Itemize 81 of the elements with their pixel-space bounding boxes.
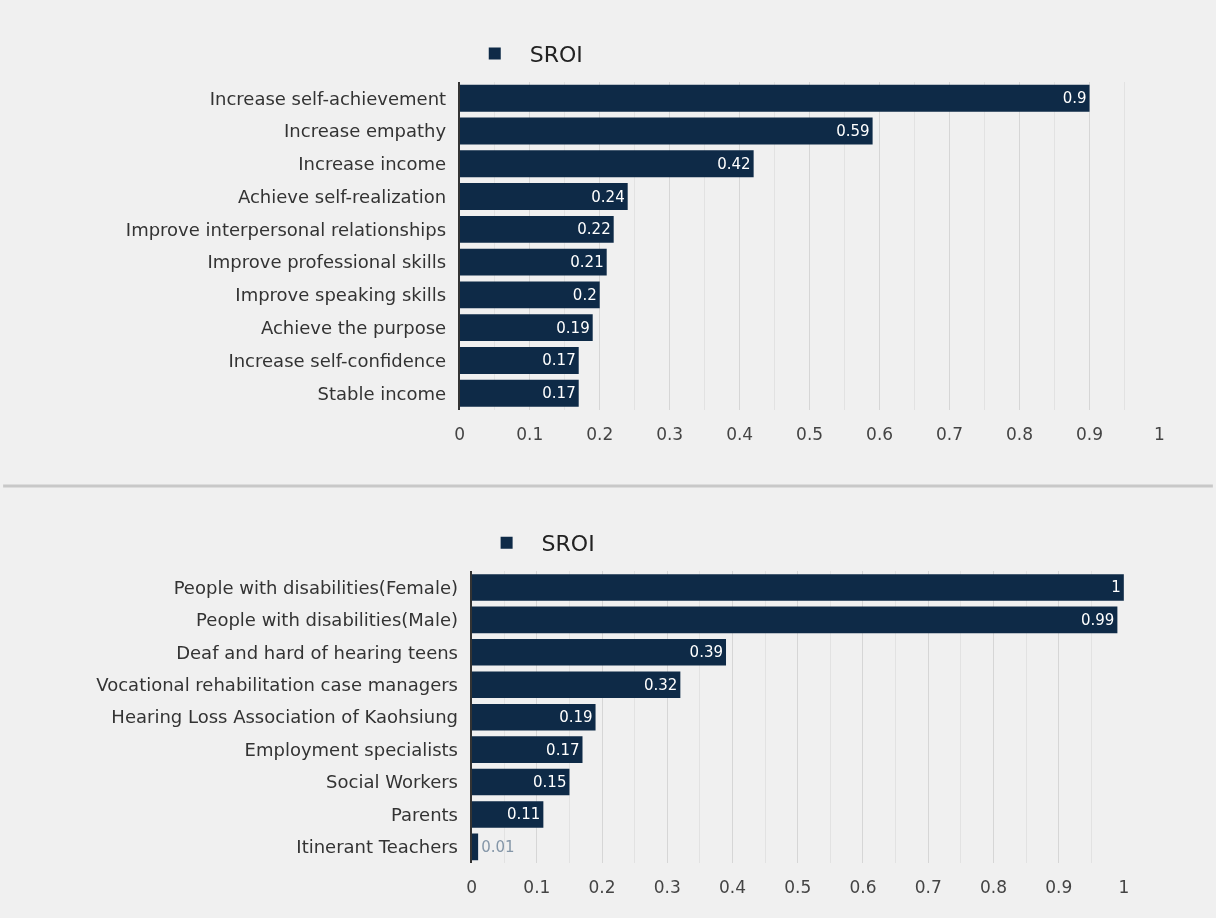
y-tick-label: Increase self-confidence bbox=[228, 349, 447, 371]
bar bbox=[471, 736, 583, 763]
x-tick-label: 0.2 bbox=[588, 877, 616, 898]
bar bbox=[459, 183, 628, 210]
data-label: 0.2 bbox=[572, 285, 597, 304]
data-label: 0.11 bbox=[506, 805, 541, 824]
legend-label: SROI bbox=[541, 531, 595, 557]
bar bbox=[471, 833, 479, 861]
y-tick-label: Employment specialists bbox=[244, 738, 459, 760]
x-tick-label: 0.4 bbox=[719, 877, 747, 898]
data-label: 0.22 bbox=[577, 220, 611, 239]
y-tick-label: Improve professional skills bbox=[207, 251, 447, 273]
y-tick-label: Deaf and hard of hearing teens bbox=[176, 641, 459, 663]
data-label: 0.17 bbox=[542, 351, 576, 370]
y-tick-label: Social Workers bbox=[326, 771, 459, 793]
x-tick-label: 0.7 bbox=[914, 877, 942, 898]
bar bbox=[471, 574, 1124, 601]
x-tick-label: 0 bbox=[454, 423, 466, 444]
y-tick-label: Itinerant Teachers bbox=[296, 836, 459, 858]
bar bbox=[459, 379, 579, 407]
data-label: 0.42 bbox=[717, 154, 751, 173]
x-tick-label: 0.1 bbox=[523, 877, 551, 898]
data-label: 0.15 bbox=[533, 773, 567, 792]
y-tick-label: People with disabilities(Male) bbox=[196, 609, 459, 631]
y-tick-label: Improve speaking skills bbox=[235, 284, 447, 306]
y-tick-label: Achieve the purpose bbox=[260, 316, 447, 338]
y-tick-label: Improve interpersonal relationships bbox=[125, 218, 447, 240]
data-label: 0.99 bbox=[1080, 610, 1115, 629]
y-tick-label: Increase self-achievement bbox=[209, 87, 447, 109]
data-label: 0.32 bbox=[643, 675, 678, 694]
x-tick-label: 0.3 bbox=[653, 877, 681, 898]
data-label: 0.24 bbox=[591, 187, 625, 206]
y-tick-label: People with disabilities(Female) bbox=[173, 576, 459, 598]
bar bbox=[459, 84, 1090, 112]
y-tick-label: Increase empathy bbox=[284, 120, 447, 142]
data-label: 1 bbox=[1111, 578, 1121, 597]
x-tick-label: 0.4 bbox=[726, 423, 754, 444]
y-tick-label: Vocational rehabilitation case managers bbox=[96, 674, 459, 696]
bar bbox=[459, 215, 614, 243]
data-label: 0.17 bbox=[546, 740, 580, 759]
bar bbox=[459, 281, 600, 309]
bar bbox=[471, 768, 570, 796]
data-label: 0.01 bbox=[481, 837, 515, 856]
x-tick-label: 0.8 bbox=[979, 877, 1007, 898]
legend-label: SROI bbox=[529, 42, 583, 68]
x-tick-label: 1 bbox=[1118, 877, 1130, 898]
x-tick-label: 0 bbox=[466, 877, 478, 898]
bar bbox=[471, 606, 1118, 634]
data-label: 0.21 bbox=[570, 253, 604, 272]
y-tick-label: Increase income bbox=[298, 153, 447, 175]
bar bbox=[459, 347, 579, 374]
bar bbox=[459, 314, 593, 342]
data-label: 0.9 bbox=[1062, 89, 1087, 108]
x-tick-label: 0.8 bbox=[1006, 423, 1034, 444]
bar bbox=[471, 801, 544, 828]
bar bbox=[471, 671, 681, 699]
x-tick-label: 0.1 bbox=[516, 423, 544, 444]
x-tick-label: 0.2 bbox=[586, 423, 614, 444]
y-tick-label: Achieve self-realization bbox=[237, 185, 447, 207]
y-tick-label: Hearing Loss Association of Kaohsiung bbox=[111, 706, 459, 728]
bar bbox=[459, 150, 754, 178]
x-tick-label: 0.9 bbox=[1045, 877, 1073, 898]
x-tick-label: 0.7 bbox=[936, 423, 964, 444]
x-tick-label: 0.3 bbox=[656, 423, 684, 444]
bar bbox=[471, 639, 727, 666]
bar bbox=[459, 248, 607, 276]
y-tick-label: Parents bbox=[391, 803, 459, 825]
x-tick-label: 0.6 bbox=[866, 423, 894, 444]
x-tick-label: 0.6 bbox=[849, 877, 877, 898]
x-tick-label: 1 bbox=[1154, 423, 1165, 444]
data-label: 0.19 bbox=[559, 708, 593, 727]
data-label: 0.39 bbox=[689, 643, 724, 662]
data-label: 0.19 bbox=[556, 318, 590, 337]
bar bbox=[471, 703, 596, 731]
x-tick-label: 0.5 bbox=[784, 877, 812, 898]
y-tick-label: Stable income bbox=[317, 382, 447, 404]
data-label: 0.59 bbox=[836, 122, 870, 141]
x-tick-label: 0.9 bbox=[1076, 423, 1104, 444]
data-label: 0.17 bbox=[542, 384, 576, 403]
x-tick-label: 0.5 bbox=[796, 423, 824, 444]
bar bbox=[459, 117, 873, 145]
